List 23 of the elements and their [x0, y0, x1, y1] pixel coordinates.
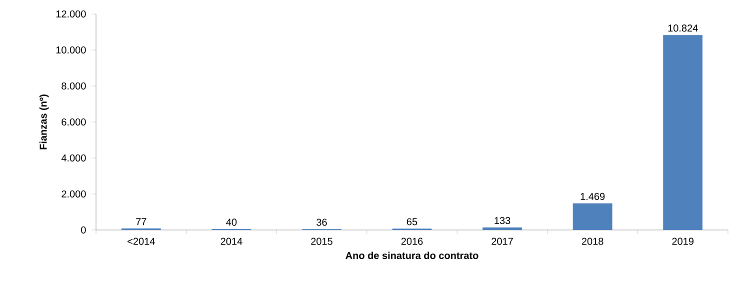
- y-tick-label: 6.000: [62, 118, 86, 126]
- data-label: 10.824: [668, 24, 698, 32]
- x-tick-label: 2017: [492, 238, 513, 245]
- x-axis-title: Ano de sinatura do contrato: [346, 252, 478, 260]
- y-tick-label: 12.000: [56, 10, 86, 18]
- x-tick-label: 2019: [672, 238, 694, 245]
- y-tick-label: 2.000: [62, 190, 86, 198]
- x-tick-label: 2018: [582, 238, 604, 245]
- data-label: 133: [494, 216, 510, 224]
- y-tick-label: 4.000: [61, 154, 86, 162]
- data-label: 65: [406, 218, 418, 226]
- x-tick-label: 2014: [220, 238, 242, 245]
- y-tick-label: 10.000: [56, 46, 86, 54]
- x-tick-label: <2014: [128, 238, 155, 245]
- y-tick-label: 0: [81, 226, 86, 234]
- y-tick-label: 8.000: [62, 82, 86, 90]
- x-tick-label: 2016: [401, 238, 423, 245]
- x-tick-label: 2015: [311, 238, 332, 245]
- data-label: 1.469: [580, 192, 605, 200]
- y-axis-title: Fianzas (nº): [39, 94, 49, 150]
- data-label: 40: [226, 218, 237, 226]
- data-label: 36: [316, 218, 327, 226]
- data-label: 77: [136, 218, 146, 226]
